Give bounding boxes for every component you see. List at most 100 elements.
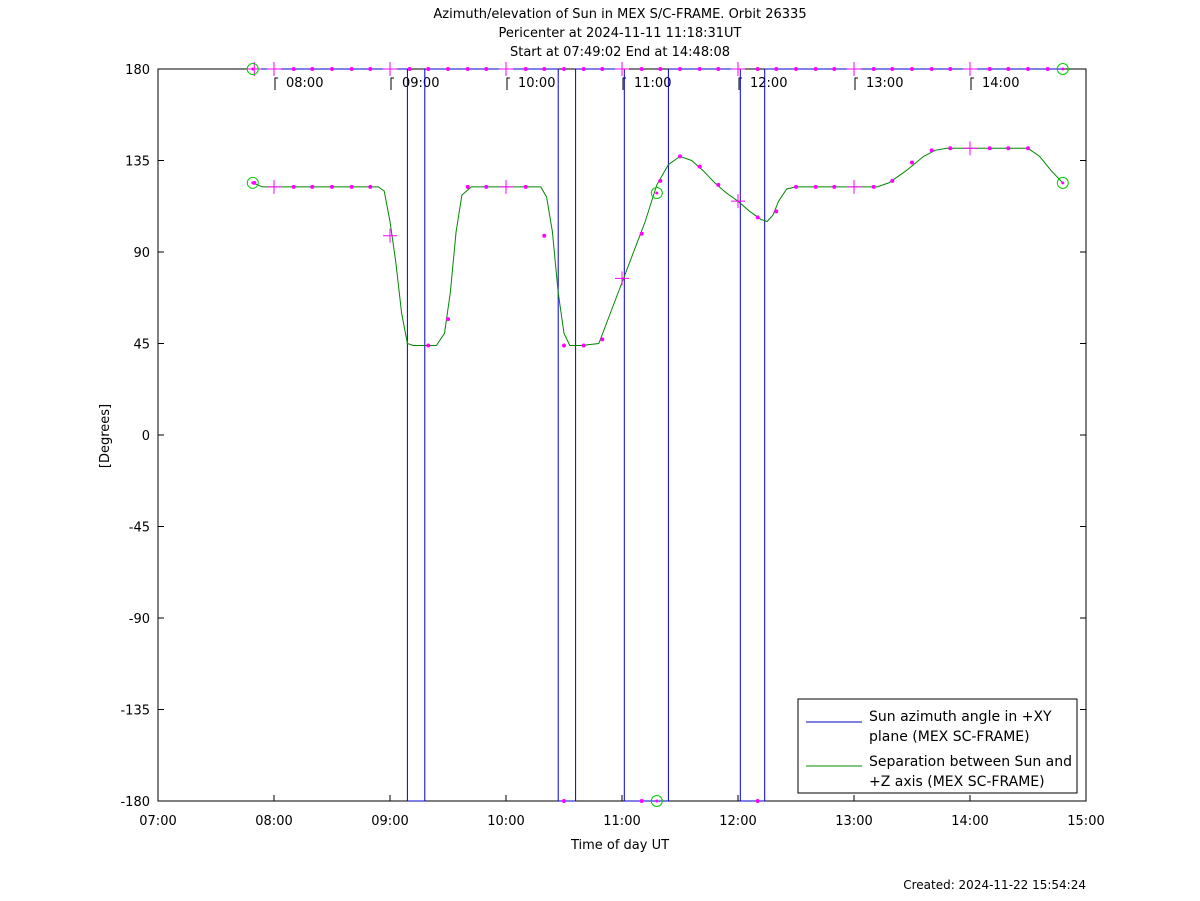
x-tick-label: 09:00 bbox=[371, 814, 408, 829]
sample-point-marker bbox=[426, 343, 431, 348]
endpoint-circle-marker bbox=[1056, 176, 1069, 189]
sample-point-marker bbox=[368, 184, 373, 189]
sample-point-marker bbox=[755, 215, 760, 220]
sample-point-marker bbox=[310, 67, 315, 71]
sample-point-marker bbox=[368, 67, 373, 71]
sample-point-marker bbox=[349, 67, 354, 71]
hour-marker-label: 14:00 bbox=[982, 76, 1019, 91]
sample-point-marker bbox=[330, 67, 334, 71]
y-tick-label: 0 bbox=[142, 429, 150, 444]
chart-title-line-1: Azimuth/elevation of Sun in MEX S/C-FRAM… bbox=[433, 7, 806, 22]
hour-point-marker bbox=[267, 62, 281, 76]
created-footer: Created: 2024-11-22 15:54:24 bbox=[903, 878, 1086, 892]
hour-marker-tick bbox=[738, 77, 742, 90]
sample-point-marker bbox=[1006, 146, 1011, 151]
sample-point-marker bbox=[310, 184, 315, 189]
x-tick-label: 14:00 bbox=[951, 814, 988, 829]
x-axis-label: Time of day UT bbox=[570, 838, 669, 853]
sample-point-marker bbox=[755, 67, 760, 71]
sample-point-marker bbox=[832, 67, 837, 71]
sample-point-marker bbox=[678, 67, 682, 71]
sample-point-marker bbox=[755, 799, 760, 803]
sample-point-marker bbox=[890, 67, 895, 71]
x-tick-label: 15:00 bbox=[1067, 814, 1104, 829]
sample-point-marker bbox=[948, 146, 953, 151]
sample-point-marker bbox=[465, 67, 470, 71]
hour-point-marker bbox=[847, 179, 861, 194]
x-tick-label: 10:00 bbox=[487, 814, 524, 829]
hour-point-marker bbox=[963, 141, 977, 156]
hour-point-marker bbox=[847, 62, 861, 76]
hour-marker-label: 08:00 bbox=[286, 76, 323, 91]
y-tick-label: 135 bbox=[125, 155, 150, 170]
hour-point-marker bbox=[963, 62, 977, 76]
hour-point-marker bbox=[615, 271, 629, 286]
y-tick-label: 45 bbox=[133, 338, 150, 353]
sample-point-marker bbox=[658, 178, 663, 183]
legend: Sun azimuth angle in +XY plane (MEX SC-F… bbox=[797, 698, 1078, 794]
hour-marker-tick bbox=[506, 77, 510, 90]
legend-box bbox=[797, 698, 1078, 794]
sample-point-marker bbox=[794, 67, 798, 71]
sample-point-marker bbox=[716, 182, 721, 187]
endpoint-circle-marker bbox=[650, 187, 663, 200]
sample-point-marker bbox=[871, 67, 876, 71]
legend-label-azimuth-line-1: Sun azimuth angle in +XY bbox=[869, 709, 1052, 725]
chart-title-line-2: Pericenter at 2024-11-11 11:18:31UT bbox=[498, 26, 741, 41]
sample-point-marker bbox=[774, 67, 779, 71]
y-tick-label: 180 bbox=[125, 63, 150, 78]
sample-point-marker bbox=[832, 184, 837, 189]
endpoint-circle-marker bbox=[246, 63, 259, 75]
sample-point-marker bbox=[774, 209, 779, 214]
sample-point-marker bbox=[697, 67, 702, 71]
series-line-separation bbox=[252, 147, 1064, 346]
sample-point-marker bbox=[1026, 67, 1030, 71]
sample-point-marker bbox=[523, 184, 528, 189]
endpoint-circle-marker bbox=[246, 176, 259, 189]
sample-point-marker bbox=[890, 178, 895, 183]
sample-point-marker bbox=[813, 67, 818, 71]
sample-point-marker bbox=[484, 184, 489, 189]
legend-label-separation-line-2: +Z axis (MEX SC-FRAME) bbox=[869, 774, 1045, 790]
sample-point-marker bbox=[330, 184, 334, 189]
hour-marker-tick bbox=[854, 77, 858, 90]
sample-point-marker bbox=[426, 67, 431, 71]
endpoint-center-dot bbox=[655, 799, 659, 803]
sample-point-marker bbox=[581, 67, 586, 71]
chart-title-line-3: Start at 07:49:02 End at 14:48:08 bbox=[510, 45, 730, 60]
sample-point-marker bbox=[1006, 67, 1011, 71]
sample-point-marker bbox=[291, 184, 296, 189]
legend-label-azimuth-line-2: plane (MEX SC-FRAME) bbox=[869, 729, 1030, 745]
sample-point-marker bbox=[600, 337, 605, 342]
sample-point-marker bbox=[910, 160, 914, 165]
sample-point-marker bbox=[929, 148, 934, 153]
hour-marker-label: 13:00 bbox=[866, 76, 903, 91]
hour-marker-label: 09:00 bbox=[402, 76, 439, 91]
sample-point-marker bbox=[794, 184, 798, 189]
sample-point-marker bbox=[542, 67, 547, 71]
sample-point-marker bbox=[291, 67, 296, 71]
sample-point-marker bbox=[349, 184, 354, 189]
hour-point-marker bbox=[383, 62, 397, 76]
x-tick-label: 08:00 bbox=[255, 814, 292, 829]
sample-point-marker bbox=[446, 317, 450, 322]
hour-marker-label: 10:00 bbox=[518, 76, 555, 91]
sample-point-marker bbox=[910, 67, 914, 71]
endpoint-center-dot bbox=[655, 191, 659, 195]
sample-point-marker bbox=[600, 67, 605, 71]
sample-point-marker bbox=[948, 67, 953, 71]
sample-point-marker bbox=[639, 799, 644, 803]
y-axis-label: [Degrees] bbox=[98, 404, 113, 468]
sample-point-marker bbox=[639, 231, 644, 236]
y-tick-label: -135 bbox=[120, 704, 150, 719]
sample-point-marker bbox=[987, 67, 992, 71]
hour-point-marker bbox=[731, 62, 745, 76]
sample-point-marker bbox=[446, 67, 450, 71]
hour-marker-tick bbox=[622, 77, 626, 90]
endpoint-circle-marker bbox=[650, 795, 663, 807]
sample-point-marker bbox=[542, 233, 547, 238]
sample-point-marker bbox=[1026, 146, 1030, 151]
sample-point-marker bbox=[813, 184, 818, 189]
sample-point-marker bbox=[484, 67, 489, 71]
